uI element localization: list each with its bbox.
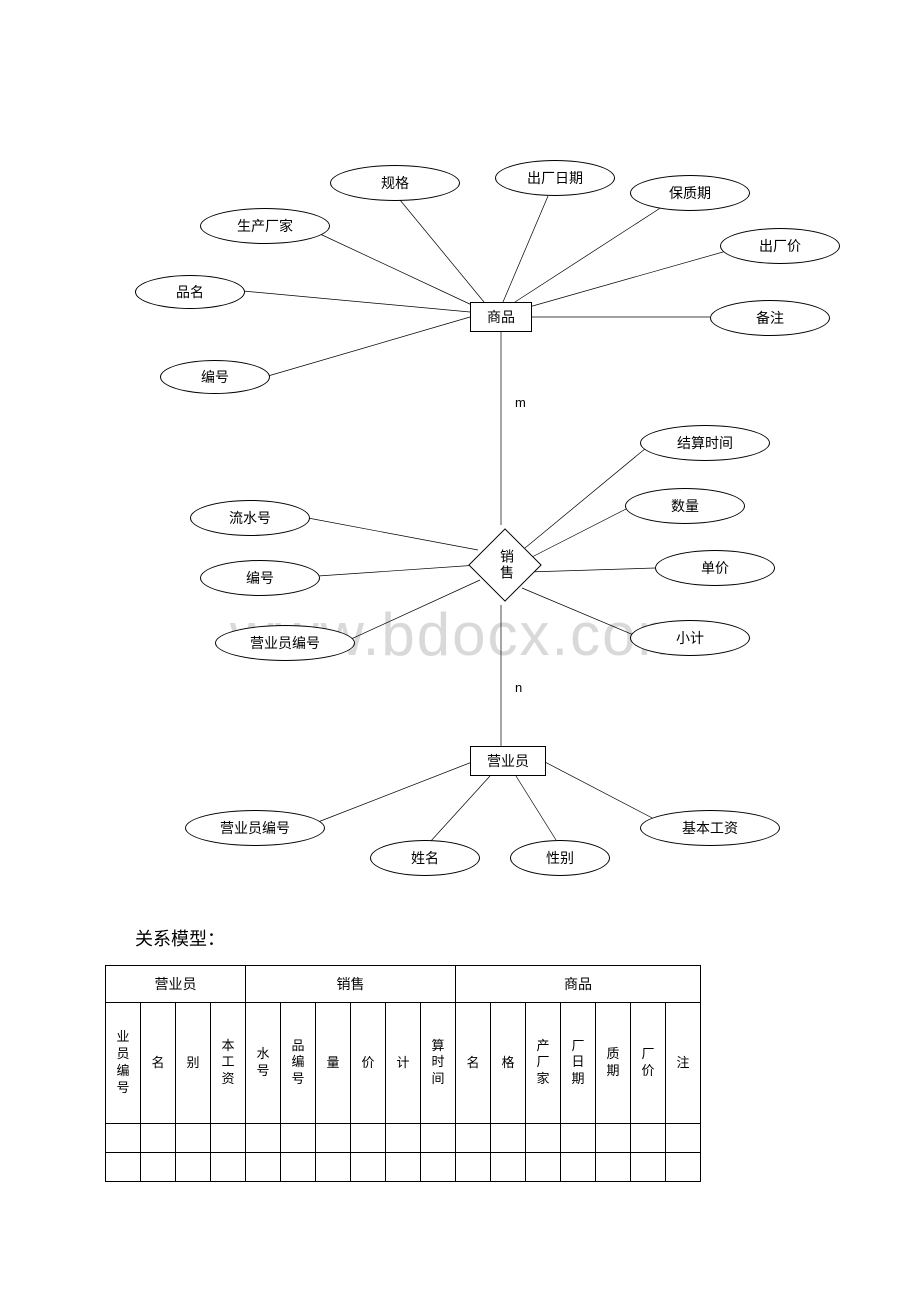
product-attr-4: 出厂日期 (495, 160, 615, 196)
table-cell (666, 1124, 701, 1153)
table-column: 注 (666, 1003, 701, 1124)
sales-attr-6: 小计 (630, 620, 750, 656)
table-cell (141, 1153, 176, 1182)
table-cell (421, 1153, 456, 1182)
table-cell (246, 1124, 281, 1153)
table-cell (351, 1153, 386, 1182)
cardinality-n: n (515, 680, 522, 695)
table-cell (561, 1153, 596, 1182)
table-cell (106, 1124, 141, 1153)
table-column: 计 (386, 1003, 421, 1124)
table-group: 营业员 (106, 966, 246, 1003)
clerk-attr-3: 基本工资 (640, 810, 780, 846)
product-entity: 商品 (470, 302, 532, 332)
table-cell (281, 1153, 316, 1182)
table-cell (456, 1153, 491, 1182)
sales-attr-0: 流水号 (190, 500, 310, 536)
table-column: 厂日期 (561, 1003, 596, 1124)
relation-table: 营业员销售商品 业员编号名别本工资水号品编号量价计算时间名格产厂家厂日期质期厂价… (105, 965, 701, 1182)
table-cell (211, 1124, 246, 1153)
table-cell (526, 1124, 561, 1153)
product-attr-3: 规格 (330, 165, 460, 201)
table-column: 本工资 (211, 1003, 246, 1124)
er-diagram: 商品营业员销售编号品名生产厂家规格出厂日期保质期出厂价备注流水号编号营业员编号结… (0, 0, 920, 900)
table-cell (351, 1124, 386, 1153)
table-cell (316, 1153, 351, 1182)
table-cell (176, 1124, 211, 1153)
table-cell (316, 1124, 351, 1153)
table-cell (526, 1153, 561, 1182)
table-cell (666, 1153, 701, 1182)
sales-attr-4: 数量 (625, 488, 745, 524)
table-cell (561, 1124, 596, 1153)
table-cell (491, 1124, 526, 1153)
table-cell (456, 1124, 491, 1153)
clerk-entity: 营业员 (470, 746, 546, 776)
diagram-lines (0, 0, 920, 900)
table-cell (246, 1153, 281, 1182)
table-cell (491, 1153, 526, 1182)
clerk-attr-1: 姓名 (370, 840, 480, 876)
product-attr-6: 出厂价 (720, 228, 840, 264)
sales-attr-2: 营业员编号 (215, 625, 355, 661)
table-cell (386, 1153, 421, 1182)
product-attr-2: 生产厂家 (200, 208, 330, 244)
table-column: 量 (316, 1003, 351, 1124)
table-cell (421, 1124, 456, 1153)
sales-attr-3: 结算时间 (640, 425, 770, 461)
table-column: 别 (176, 1003, 211, 1124)
product-attr-5: 保质期 (630, 175, 750, 211)
table-group: 销售 (246, 966, 456, 1003)
sales-relationship: 销售 (475, 520, 535, 610)
table-row (106, 1153, 701, 1182)
table-cell (141, 1124, 176, 1153)
page: www.bdocx.com 商品营业员销售编号品名生产厂家规格出厂日期保质期出厂… (0, 0, 920, 1302)
table-column: 产厂家 (526, 1003, 561, 1124)
table-column: 质期 (596, 1003, 631, 1124)
clerk-attr-0: 营业员编号 (185, 810, 325, 846)
table-column: 品编号 (281, 1003, 316, 1124)
table-column: 格 (491, 1003, 526, 1124)
table-cell (631, 1124, 666, 1153)
table-column: 名 (456, 1003, 491, 1124)
table-column: 价 (351, 1003, 386, 1124)
table-group: 商品 (456, 966, 701, 1003)
table-column: 水号 (246, 1003, 281, 1124)
clerk-attr-2: 性别 (510, 840, 610, 876)
product-attr-1: 品名 (135, 275, 245, 309)
table-column: 厂价 (631, 1003, 666, 1124)
table-cell (386, 1124, 421, 1153)
table-cell (106, 1153, 141, 1182)
cardinality-m: m (515, 395, 526, 410)
table-cell (596, 1153, 631, 1182)
table-cell (631, 1153, 666, 1182)
table-column: 业员编号 (106, 1003, 141, 1124)
table-row (106, 1124, 701, 1153)
table-cell (176, 1153, 211, 1182)
product-attr-7: 备注 (710, 300, 830, 336)
table-cell (596, 1124, 631, 1153)
table-column: 算时间 (421, 1003, 456, 1124)
sales-attr-5: 单价 (655, 550, 775, 586)
table-cell (211, 1153, 246, 1182)
table-cell (281, 1124, 316, 1153)
sales-attr-1: 编号 (200, 560, 320, 596)
product-attr-0: 编号 (160, 360, 270, 394)
table-column: 名 (141, 1003, 176, 1124)
section-title: 关系模型： (135, 925, 225, 951)
